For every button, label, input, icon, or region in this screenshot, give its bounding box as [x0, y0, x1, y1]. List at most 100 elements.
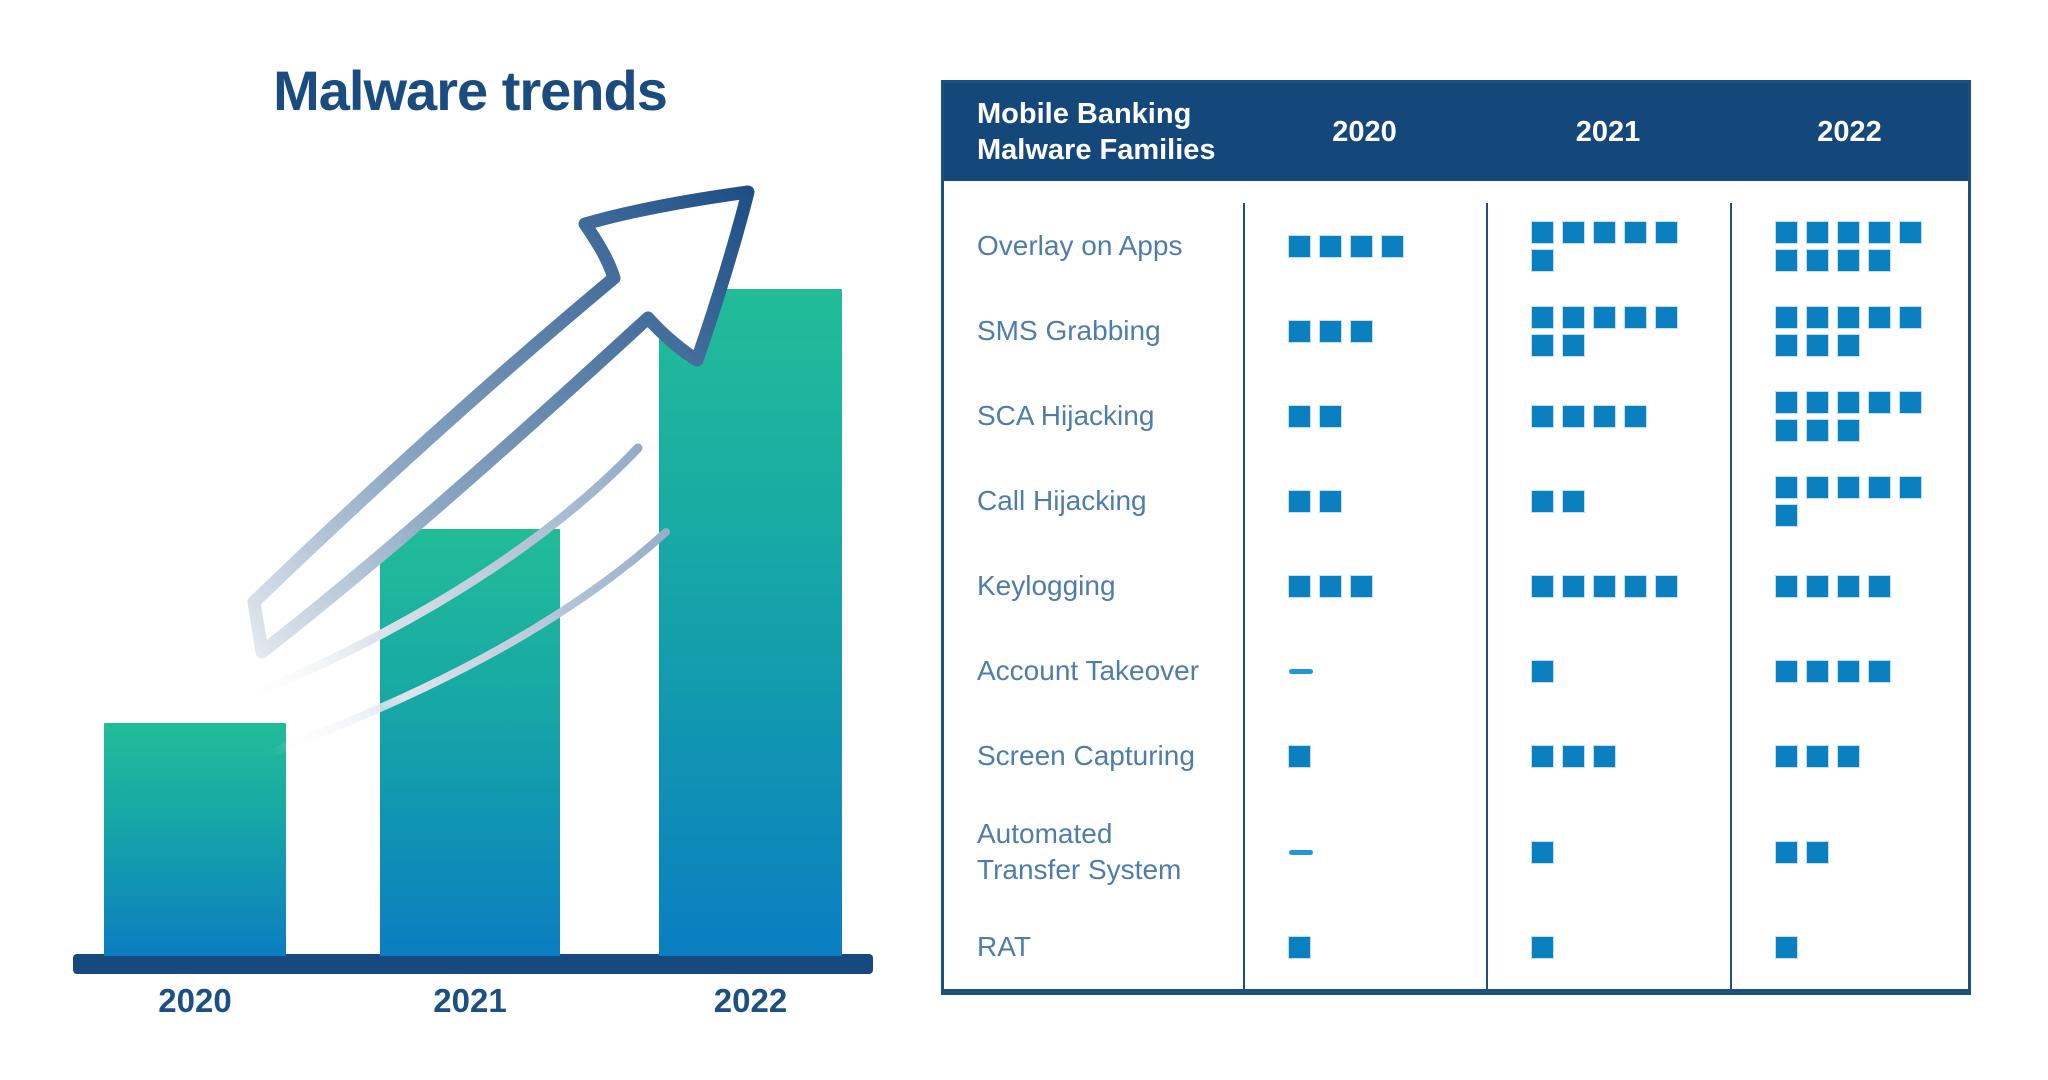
count-squares: [1532, 307, 1682, 356]
x-tick-label: 2021: [433, 982, 507, 1019]
count-cell: [1730, 629, 1969, 714]
count-square: [1776, 746, 1797, 767]
count-square: [1776, 335, 1797, 356]
count-square: [1776, 841, 1797, 863]
table-row: SMS Grabbing: [944, 289, 1968, 374]
row-label: Keylogging: [977, 570, 1116, 602]
table-corner-title: Mobile Banking Malware Families: [977, 97, 1216, 166]
count-squares: [1289, 406, 1439, 427]
x-tick-label: 2020: [158, 982, 232, 1019]
count-cell: [1486, 629, 1730, 714]
malware-families-table: Mobile Banking Malware Families 2020 202…: [941, 80, 1971, 995]
column-header-2020: 2020: [1332, 115, 1397, 148]
count-square: [1320, 406, 1341, 427]
count-cell: [1486, 905, 1730, 989]
count-square: [1869, 221, 1890, 243]
count-square: [1563, 221, 1584, 243]
count-square: [1532, 249, 1553, 271]
count-square: [1838, 477, 1859, 498]
count-square: [1563, 491, 1584, 512]
count-square: [1869, 576, 1890, 597]
count-cell: [1243, 289, 1486, 374]
count-cell: [1243, 799, 1486, 905]
count-square: [1776, 249, 1797, 271]
count-square: [1807, 307, 1828, 328]
count-square: [1776, 505, 1797, 526]
row-label: Automated Transfer System: [977, 817, 1182, 885]
count-square: [1656, 576, 1677, 597]
count-square: [1807, 576, 1828, 597]
count-square: [1807, 477, 1828, 498]
count-squares: [1776, 936, 1926, 958]
page-title: Malware trends: [273, 59, 668, 122]
count-square: [1625, 406, 1646, 427]
count-squares: [1532, 491, 1682, 512]
count-square: [1625, 307, 1646, 328]
count-squares: [1532, 841, 1682, 863]
count-square: [1320, 491, 1341, 512]
count-squares: [1289, 576, 1439, 597]
count-cell: [1486, 799, 1730, 905]
count-squares: [1776, 841, 1926, 863]
row-label: Call Hijacking: [977, 485, 1147, 517]
table-body: Overlay on Apps SMS Grabbing SCA Hijacking…: [944, 181, 1968, 989]
count-square: [1532, 576, 1553, 597]
count-squares: [1776, 307, 1926, 356]
no-data-dash: [1289, 669, 1313, 674]
count-square: [1532, 936, 1553, 958]
table-row: SCA Hijacking: [944, 374, 1968, 459]
table-row: Keylogging: [944, 544, 1968, 629]
row-label: Screen Capturing: [977, 740, 1195, 772]
row-label: RAT: [977, 930, 1031, 962]
count-squares: [1776, 661, 1926, 682]
count-squares: [1289, 936, 1439, 958]
count-square: [1776, 661, 1797, 682]
count-cell: [1486, 459, 1730, 544]
count-square: [1807, 420, 1828, 441]
count-square: [1776, 392, 1797, 413]
count-square: [1351, 321, 1372, 342]
count-square: [1532, 307, 1553, 328]
row-label: SMS Grabbing: [977, 315, 1161, 347]
count-cell: [1243, 203, 1486, 289]
table-row: Call Hijacking: [944, 459, 1968, 544]
count-square: [1563, 746, 1584, 767]
count-cell: [1243, 629, 1486, 714]
count-squares: [1289, 746, 1439, 767]
count-square: [1594, 746, 1615, 767]
count-cell: [1243, 544, 1486, 629]
x-axis-baseline: [73, 954, 873, 974]
count-squares: [1532, 221, 1682, 271]
count-cell: [1730, 544, 1969, 629]
bar-2022: [659, 289, 842, 956]
row-label: Account Takeover: [977, 655, 1200, 687]
count-square: [1532, 661, 1553, 682]
count-square: [1289, 491, 1310, 512]
count-square: [1776, 576, 1797, 597]
table-row: Screen Capturing: [944, 714, 1968, 799]
count-squares: [1532, 661, 1682, 682]
count-square: [1532, 491, 1553, 512]
count-cell: [1730, 374, 1969, 459]
count-squares: [1532, 576, 1682, 597]
count-square: [1594, 307, 1615, 328]
count-square: [1320, 321, 1341, 342]
table-row: Account Takeover: [944, 629, 1968, 714]
count-square: [1594, 221, 1615, 243]
count-squares: [1776, 576, 1926, 597]
count-square: [1838, 576, 1859, 597]
count-squares: [1289, 321, 1439, 342]
count-square: [1869, 392, 1890, 413]
count-square: [1869, 477, 1890, 498]
count-square: [1289, 576, 1310, 597]
count-square: [1656, 307, 1677, 328]
count-square: [1289, 746, 1310, 767]
count-square: [1807, 661, 1828, 682]
count-square: [1532, 841, 1553, 863]
count-cell: [1243, 459, 1486, 544]
x-tick-label: 2022: [713, 982, 788, 1019]
count-cell: [1730, 459, 1969, 544]
count-square: [1807, 221, 1828, 243]
count-square: [1563, 576, 1584, 597]
count-cell: [1243, 374, 1486, 459]
